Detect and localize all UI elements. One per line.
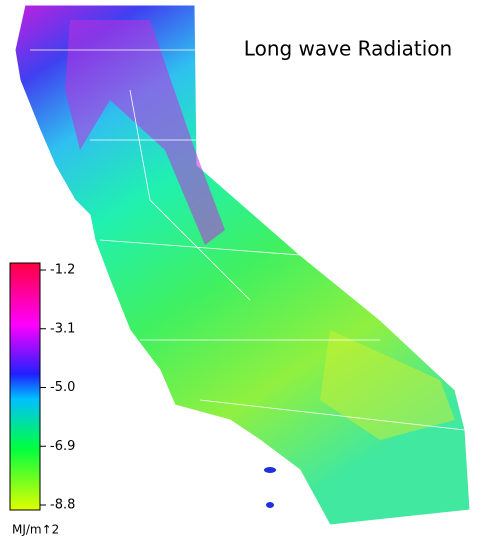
colorbar bbox=[9, 262, 41, 511]
island bbox=[266, 502, 274, 508]
colorbar-unit: MJ/m↑2 bbox=[12, 523, 59, 537]
colorbar-tick-label: -6.9 bbox=[50, 439, 75, 454]
island bbox=[264, 467, 276, 473]
colorbar-tick-label: -1.2 bbox=[50, 263, 75, 278]
county-lines bbox=[30, 49, 466, 526]
sierra-band bbox=[65, 20, 225, 245]
colorbar-tick-label: -3.1 bbox=[50, 321, 75, 336]
colorbar-tick-label: -8.8 bbox=[50, 498, 75, 513]
colorbar-tick-label: -5.0 bbox=[50, 380, 75, 395]
desert-band bbox=[320, 330, 455, 440]
title: Long wave Radiation bbox=[244, 37, 452, 61]
